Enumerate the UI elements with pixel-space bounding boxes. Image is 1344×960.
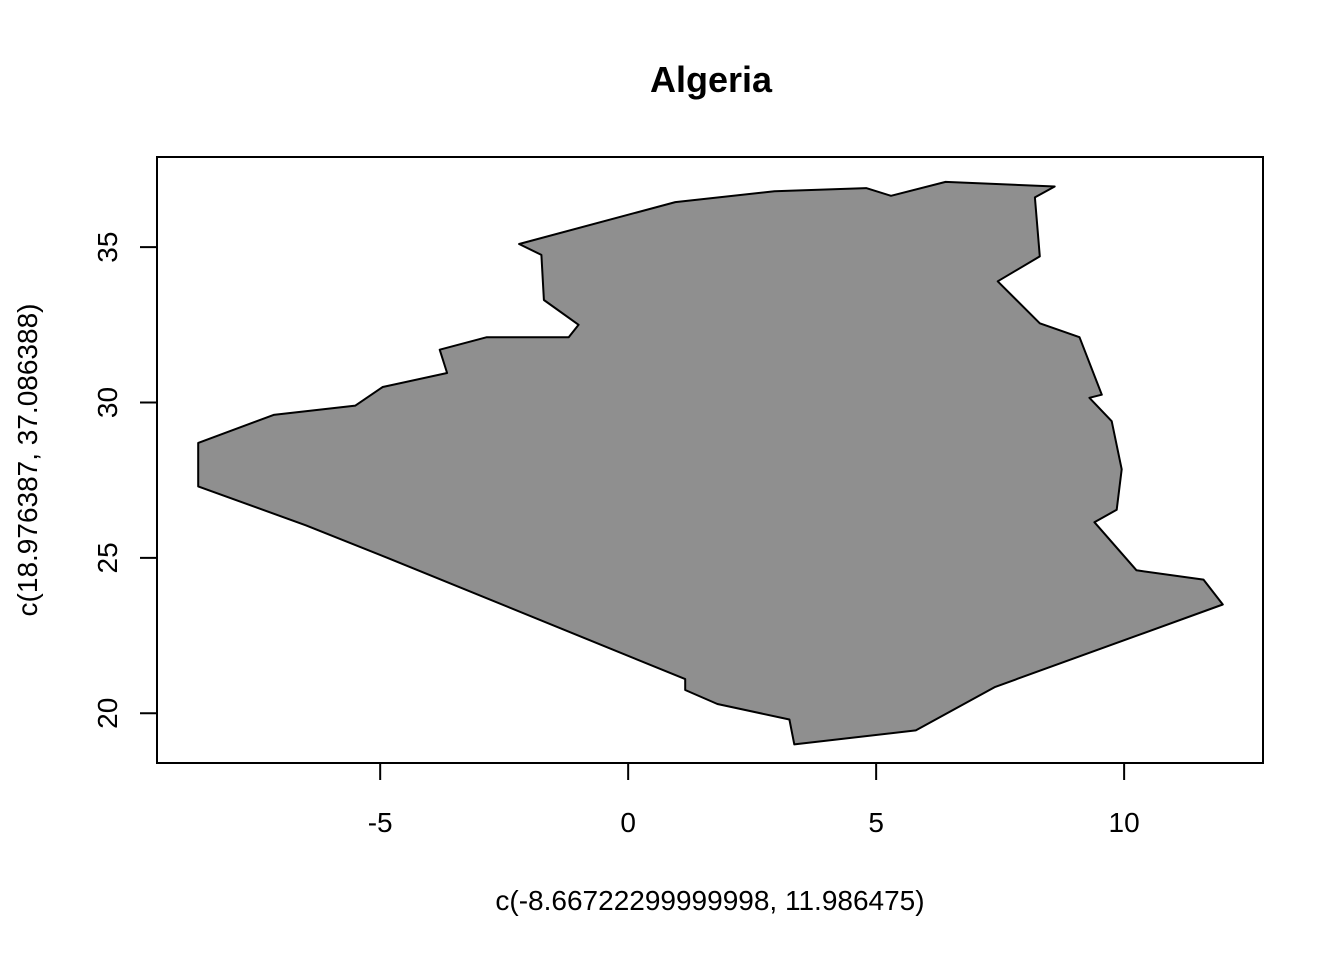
y-axis: 20 25 30 35 [92, 232, 158, 729]
y-tick-label: 20 [92, 698, 123, 729]
y-tick-label: 30 [92, 387, 123, 418]
x-tick-label: 0 [620, 807, 636, 838]
x-tick-label: 5 [868, 807, 884, 838]
regions-layer [197, 180, 1224, 746]
x-tick-label: -5 [368, 807, 393, 838]
y-tick-label: 35 [92, 232, 123, 263]
y-tick-label: 25 [92, 542, 123, 573]
x-tick-label: 10 [1109, 807, 1140, 838]
region-algeria [197, 180, 1224, 746]
x-axis: -5 0 5 10 [368, 762, 1140, 838]
y-axis-label: c(18.976387, 37.086388) [12, 304, 43, 617]
x-axis-label: c(-8.66722299999998, 11.986475) [495, 885, 924, 916]
chart-title: Algeria [650, 59, 773, 100]
